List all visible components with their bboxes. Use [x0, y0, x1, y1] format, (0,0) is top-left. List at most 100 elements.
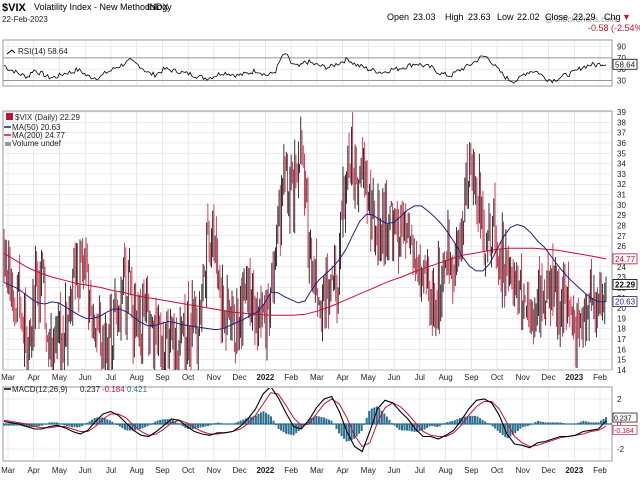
macd-legend-label: MACD(12,26,9) [12, 385, 68, 394]
macd-histogram-bar [154, 421, 157, 424]
macd-histogram-bar [159, 419, 162, 424]
macd-legend: MACD(12,26,9) 0.237 -0.184 0.421 [4, 385, 148, 394]
macd-histogram-bar [400, 424, 403, 431]
macd-histogram-bar [108, 420, 111, 424]
macd-histogram-bar [327, 419, 330, 424]
macd-histogram-bar [501, 424, 504, 436]
macd-x-tick-label: Mar [310, 466, 324, 475]
macd-histogram-bar [71, 424, 74, 428]
macd-histogram-bar [53, 422, 56, 424]
macd-histogram-bar [466, 416, 469, 424]
macd-histogram-bar [91, 419, 94, 424]
price-x-tick-label: Nov [207, 373, 221, 382]
macd-histogram-bar [348, 424, 351, 441]
macd-value-tag [612, 424, 638, 435]
macd-histogram-bar [217, 422, 220, 424]
macd-histogram-bar [554, 422, 557, 424]
macd-histogram-bar [96, 417, 99, 424]
macd-histogram-bar [509, 424, 512, 437]
macd-histogram-bar [584, 421, 587, 424]
ma50-line [3, 205, 607, 331]
macd-histogram-bar [239, 420, 242, 424]
macd-histogram-bar [426, 424, 429, 428]
macd-histogram-bar [388, 419, 391, 424]
macd-x-tick-label: Jul [106, 466, 116, 475]
price-y-tick-label: 17 [617, 335, 626, 344]
macd-histogram-bar [297, 424, 300, 431]
macd-histogram-bar [68, 424, 71, 427]
macd-histogram-bar [126, 424, 129, 431]
macd-histogram-bar [534, 421, 537, 424]
macd-histogram-bar [416, 424, 419, 432]
macd-histogram-bar [516, 424, 519, 431]
price-y-tick-label: 28 [617, 222, 626, 231]
price-legend-swatch [6, 113, 13, 120]
macd-y-tick-label: 2 [617, 395, 622, 404]
rsi-legend: RSI(14) 58.64 [6, 47, 68, 56]
macd-histogram-bar [524, 424, 527, 427]
macd-histogram-bar [395, 424, 398, 428]
rsi-line [3, 53, 607, 84]
price-x-tick-label: Aug [130, 373, 144, 382]
macd-histogram-bar [106, 419, 109, 424]
price-y-tick-label: 39 [617, 108, 626, 117]
macd-histogram-bar [353, 424, 356, 439]
macd-histogram-bar [40, 424, 43, 426]
macd-histogram-bar [355, 424, 358, 437]
macd-histogram-bar [511, 424, 514, 435]
macd-histogram-bar [13, 424, 16, 426]
macd-y-tick-label: -2 [617, 445, 625, 454]
macd-x-tick-label: Oct [491, 466, 504, 475]
price-y-tick-label: 15 [617, 356, 626, 365]
price-x-tick-label: 2023 [565, 373, 583, 382]
macd-histogram-bar [8, 424, 11, 426]
price-y-tick-label: 35 [617, 149, 626, 158]
macd-histogram-bar [111, 421, 114, 424]
ticker-symbol: $VIX [2, 2, 27, 14]
macd-histogram-bar [385, 416, 388, 424]
rsi-y-tick-label: 90 [617, 43, 626, 52]
macd-histogram-bar [484, 421, 487, 424]
macd-histogram-bar [368, 410, 371, 424]
macd-histogram-bar [451, 421, 454, 424]
price-y-tick-label: 23 [617, 273, 626, 282]
macd-histogram-bar [181, 424, 184, 427]
macd-histogram-bar [73, 424, 76, 428]
price-x-tick-label: Apr [28, 373, 41, 382]
macd-histogram-bar [196, 424, 199, 429]
macd-histogram-bar [194, 424, 197, 429]
macd-histogram-bar [383, 413, 386, 424]
macd-histogram-bar [380, 410, 383, 424]
low-value: 22.02 [517, 12, 540, 22]
axis-labels: Mar Mar Apr Apr May May Jun Jun Jul Jul Aug Aug Sep S… [1, 43, 626, 475]
macd-x-tick-label: Nov [207, 466, 221, 475]
macd-histogram-bar [262, 411, 265, 424]
macd-histogram-bar [393, 424, 396, 426]
macd-histogram-bar [481, 419, 484, 424]
macd-histogram-bar [433, 424, 436, 427]
value-tags: 58.64 24.77 22.29 20.63 0.237 -0.184 [612, 58, 638, 435]
macd-histogram-bar [252, 416, 255, 424]
macd-histogram-bar [325, 418, 328, 424]
close-value: 22.29 [573, 12, 596, 22]
macd-histogram-bar [267, 414, 270, 424]
price-y-tick-label: 26 [617, 242, 626, 251]
price-x-tick-label: Jul [106, 373, 116, 382]
price-x-tick-label: May [52, 373, 67, 382]
macd-x-tick-label: 2023 [565, 466, 583, 475]
macd-histogram-bar [272, 420, 275, 424]
macd-histogram-bar [277, 424, 280, 430]
macd-histogram-bar [28, 424, 31, 428]
ma200-legend-label: MA(200) 24.77 [12, 131, 65, 140]
volume-legend-swatch [5, 142, 11, 146]
macd-histogram-bar [579, 421, 582, 424]
macd-histogram-bar [446, 422, 449, 424]
price-x-tick-label: Oct [182, 373, 195, 382]
macd-histogram-bar [589, 422, 592, 424]
macd-histogram-bar [139, 424, 142, 430]
price-x-tick-label: Aug [438, 373, 452, 382]
price-legend-label: $VIX (Daily) 22.29 [15, 113, 80, 122]
macd-histogram-bar [280, 424, 283, 431]
macd-histogram-bar [594, 422, 597, 424]
macd-histogram-bar [317, 416, 320, 424]
